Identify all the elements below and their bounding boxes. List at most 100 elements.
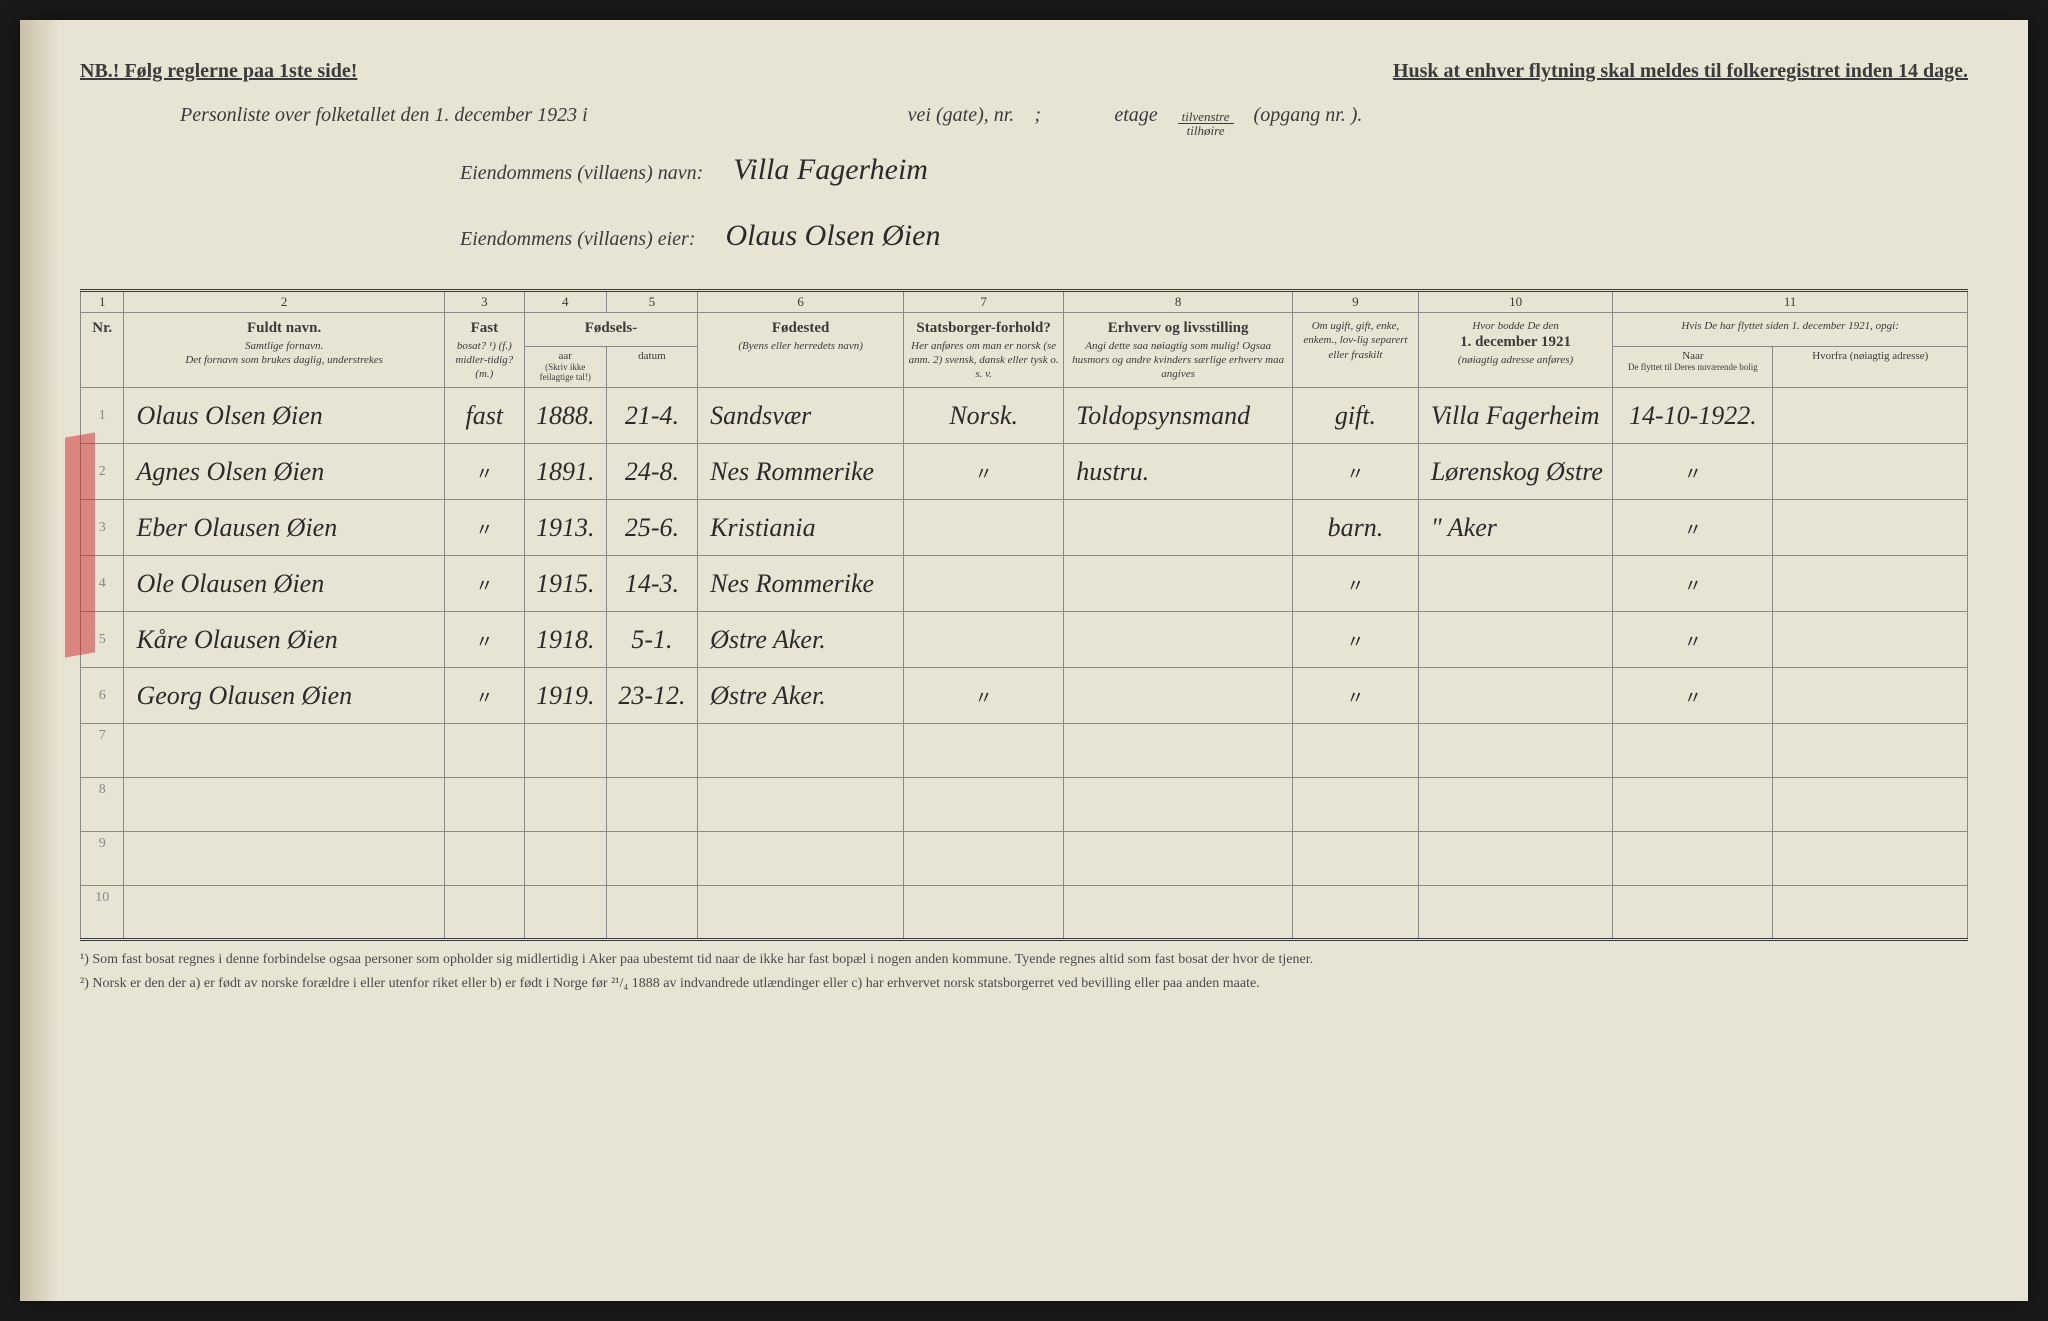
- col-erhverv: Erhverv og livsstilling Angi dette saa n…: [1064, 313, 1293, 388]
- cell: [524, 778, 606, 832]
- cell: [1293, 724, 1419, 778]
- cell: [698, 832, 904, 886]
- cell: 〃: [904, 444, 1064, 500]
- col-sivil: Om ugift, gift, enke, enkem., lov-lig se…: [1293, 313, 1419, 388]
- cell: [1418, 886, 1612, 940]
- villa-navn-label: Eiendommens (villaens) navn:: [460, 151, 703, 195]
- cell: 〃: [444, 500, 524, 556]
- colnum-10: 10: [1418, 291, 1612, 313]
- cell: [524, 832, 606, 886]
- cell: 〃: [1613, 500, 1773, 556]
- vei-label: vei (gate), nr.: [908, 93, 1015, 137]
- cell: [1613, 778, 1773, 832]
- col-fodsels: Fødsels-: [524, 313, 697, 347]
- cell: 8: [81, 778, 124, 832]
- cell: [1418, 612, 1612, 668]
- cell: [1418, 668, 1612, 724]
- colnum-3: 3: [444, 291, 524, 313]
- cell: [1064, 886, 1293, 940]
- cell: [1293, 886, 1419, 940]
- cell: [904, 500, 1064, 556]
- personliste-label: Personliste over folketallet den 1. dece…: [180, 93, 588, 137]
- cell: Villa Fagerheim: [1418, 388, 1612, 444]
- colnum-8: 8: [1064, 291, 1293, 313]
- footnotes: ¹) Som fast bosat regnes i denne forbind…: [80, 949, 1968, 994]
- cell: Sandsvær: [698, 388, 904, 444]
- colnum-6: 6: [698, 291, 904, 313]
- cell: [698, 886, 904, 940]
- cell: Nes Rommerike: [698, 444, 904, 500]
- table-row: 2Agnes Olsen Øien〃1891.24-8.Nes Rommerik…: [81, 444, 1968, 500]
- col-flyttet: Hvis De har flyttet siden 1. december 19…: [1613, 313, 1968, 347]
- cell: [904, 778, 1064, 832]
- col-aar: aar (Skriv ikke feilagtige tal!): [524, 347, 606, 388]
- colnum-1: 1: [81, 291, 124, 313]
- cell: [904, 556, 1064, 612]
- cell: [1613, 724, 1773, 778]
- cell: 6: [81, 668, 124, 724]
- table-row-empty: 10: [81, 886, 1968, 940]
- cell: 〃: [1293, 444, 1419, 500]
- colnum-7: 7: [904, 291, 1064, 313]
- col-hvorfra: Hvorfra (nøiagtig adresse): [1773, 347, 1968, 388]
- cell: [1064, 778, 1293, 832]
- cell: 1915.: [524, 556, 606, 612]
- column-number-row: 1 2 3 4 5 6 7 8 9 10 11: [81, 291, 1968, 313]
- cell: [606, 832, 698, 886]
- cell: 〃: [904, 668, 1064, 724]
- header-line-1: Personliste over folketallet den 1. dece…: [180, 93, 1968, 137]
- cell: [1773, 832, 1968, 886]
- colnum-4: 4: [524, 291, 606, 313]
- colnum-5: 5: [606, 291, 698, 313]
- colnum-11: 11: [1613, 291, 1968, 313]
- cell: [1773, 388, 1968, 444]
- cell: [1293, 778, 1419, 832]
- nb-instruction: NB.! Følg reglerne paa 1ste side!: [80, 60, 357, 83]
- cell: 〃: [1293, 556, 1419, 612]
- villa-eier-label: Eiendommens (villaens) eier:: [460, 217, 695, 261]
- cell: [1064, 500, 1293, 556]
- villa-navn-value: Villa Fagerheim: [723, 137, 938, 203]
- cell: Georg Olausen Øien: [124, 668, 444, 724]
- cell: [524, 724, 606, 778]
- colnum-2: 2: [124, 291, 444, 313]
- cell: [1773, 444, 1968, 500]
- cell: 1919.: [524, 668, 606, 724]
- cell: Eber Olausen Øien: [124, 500, 444, 556]
- table-row: 3Eber Olausen Øien〃1913.25-6.Kristianiab…: [81, 500, 1968, 556]
- cell: 〃: [444, 668, 524, 724]
- col-navn: Fuldt navn. Samtlige fornavn. Det fornav…: [124, 313, 444, 388]
- cell: 9: [81, 832, 124, 886]
- col-bosat: Fast bosat? ¹) (f.) midler-tidig? (m.): [444, 313, 524, 388]
- cell: [1613, 886, 1773, 940]
- cell: 21-4.: [606, 388, 698, 444]
- cell: Ole Olausen Øien: [124, 556, 444, 612]
- cell: gift.: [1293, 388, 1419, 444]
- col-naar: Naar De flyttet til Deres nuværende boli…: [1613, 347, 1773, 388]
- cell: 1891.: [524, 444, 606, 500]
- cell: 〃: [444, 612, 524, 668]
- cell: [1418, 556, 1612, 612]
- villa-eier-value: Olaus Olsen Øien: [715, 203, 950, 269]
- footnote-1: ¹) Som fast bosat regnes i denne forbind…: [80, 949, 1968, 970]
- cell: [904, 724, 1064, 778]
- cell: [1293, 832, 1419, 886]
- cell: [1773, 500, 1968, 556]
- census-table: 1 2 3 4 5 6 7 8 9 10 11 Nr. Fuldt navn. …: [80, 289, 1968, 941]
- top-instruction-line: NB.! Følg reglerne paa 1ste side! Husk a…: [80, 60, 1968, 83]
- etage-fraction: tilvenstre tilhøire: [1178, 110, 1234, 137]
- cell: [444, 778, 524, 832]
- cell: [1064, 556, 1293, 612]
- col-fodested: Fødested (Byens eller herredets navn): [698, 313, 904, 388]
- cell: 〃: [444, 444, 524, 500]
- cell: [124, 832, 444, 886]
- cell: [904, 612, 1064, 668]
- cell: [1418, 724, 1612, 778]
- table-row-empty: 7: [81, 724, 1968, 778]
- cell: [124, 886, 444, 940]
- cell: 〃: [1293, 668, 1419, 724]
- cell: 10: [81, 886, 124, 940]
- cell: 〃: [1613, 612, 1773, 668]
- cell: " Aker: [1418, 500, 1612, 556]
- col-datum: datum: [606, 347, 698, 388]
